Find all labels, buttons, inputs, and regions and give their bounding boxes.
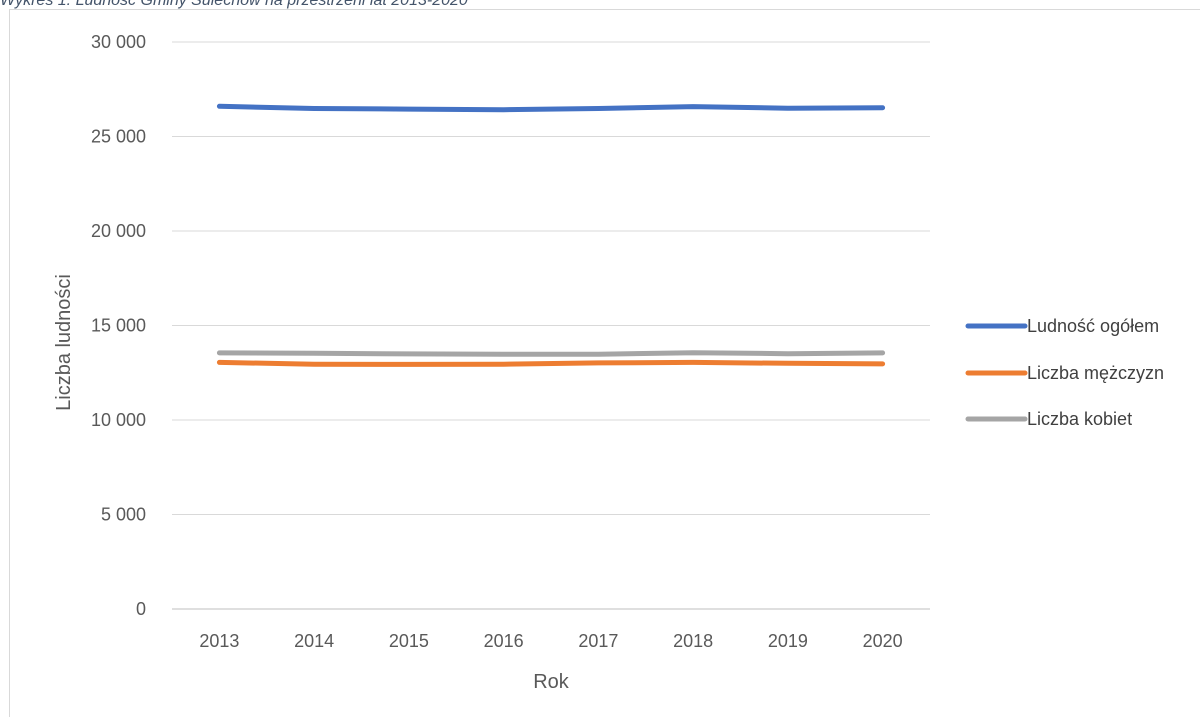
x-tick-label: 2013 [199,631,239,651]
x-tick-label: 2015 [389,631,429,651]
y-tick-label: 0 [136,599,146,619]
series-line-2 [216,359,886,367]
x-tick-label: 2016 [484,631,524,651]
y-tick-label: 15 000 [91,316,146,336]
x-tick-label: 2014 [294,631,334,651]
y-tick-label: 10 000 [91,410,146,430]
y-tick-label: 25 000 [91,127,146,147]
chart-caption: Wykres 1. Ludność Gminy Sulechów na prze… [0,0,468,9]
x-tick-label: 2019 [768,631,808,651]
y-tick-label: 5 000 [101,505,146,525]
y-axis-title: Liczba ludności [53,274,75,411]
legend-entry-label: Liczba kobiet [1027,409,1132,429]
legend: Ludność ogółem Liczba mężczyzn Liczba kobi… [965,316,1164,429]
legend-entry-label: Ludność ogółem [1027,316,1159,336]
legend-entry-label: Liczba mężczyzn [1027,363,1164,383]
x-axis-title: Rok [533,671,570,693]
y-tick-label: 30 000 [91,32,146,52]
gridlines [172,41,930,610]
x-tick-label: 2017 [578,631,618,651]
y-tick-label: 20 000 [91,221,146,241]
series-line-3 [216,350,886,357]
series-line-1 [216,103,886,113]
x-axis-tick-labels: 2013 2014 2015 2016 2017 2018 2019 2020 [199,631,902,651]
series-lines [216,103,886,367]
x-tick-label: 2020 [863,631,903,651]
y-axis-tick-labels: 0 5 000 10 000 15 000 20 000 25 000 30 000 [91,32,146,619]
x-tick-label: 2018 [673,631,713,651]
chart-frame [9,9,1200,717]
